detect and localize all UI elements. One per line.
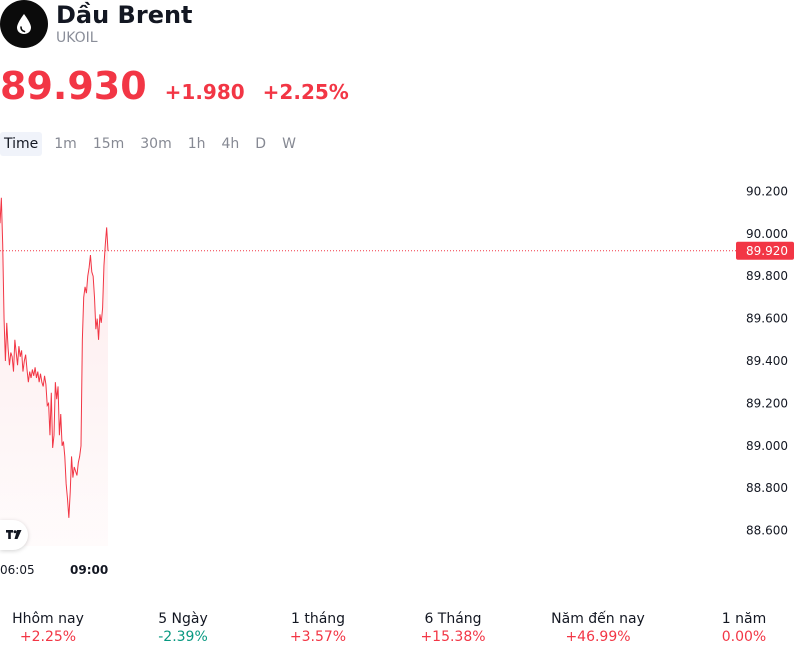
y-tick-label: 89.400 (746, 354, 788, 368)
oil-drop-icon (0, 0, 48, 48)
timeframe-w[interactable]: W (282, 136, 296, 152)
perf-label: Hhôm nay (12, 611, 84, 627)
timeframe-1m[interactable]: 1m (54, 136, 77, 152)
perf-item[interactable]: 6 Tháng +15.38% (393, 610, 513, 646)
y-tick-label: 89.800 (746, 269, 788, 283)
timeframe-d[interactable]: D (255, 136, 267, 152)
price-change-percent: +2.25% (262, 80, 349, 104)
y-tick-label: 88.600 (746, 524, 788, 538)
perf-item[interactable]: Năm đến nay +46.99% (538, 610, 658, 646)
perf-value: +2.25% (19, 629, 77, 645)
quote-row: 89.930 +1.980 +2.25% (0, 64, 349, 108)
y-tick-label: 89.000 (746, 439, 788, 453)
last-price-badge-label: 89.920 (746, 244, 788, 258)
perf-value: 0.00% (721, 629, 767, 645)
timeframe-15m[interactable]: 15m (92, 136, 125, 152)
perf-item[interactable]: Hhôm nay +2.25% (0, 610, 108, 646)
price-change: +1.980 (164, 80, 245, 104)
x-tick-label: 09:00 (70, 563, 108, 577)
perf-item[interactable]: 1 tháng +3.57% (258, 610, 378, 646)
perf-label: 1 tháng (290, 611, 346, 627)
perf-label: 1 năm (721, 611, 767, 627)
price-chart-svg[interactable]: 90.200 90.000 89.800 89.600 89.400 89.200 89.0… (0, 176, 800, 586)
perf-value: -2.39% (158, 629, 208, 645)
perf-item[interactable]: 1 năm 0.00% (684, 610, 800, 646)
price-chart[interactable]: 90.200 90.000 89.800 89.600 89.400 89.200 89.0… (0, 176, 800, 586)
y-tick-label: 90.200 (746, 184, 788, 198)
perf-value: +3.57% (289, 629, 347, 645)
perf-label: Năm đến nay (551, 611, 645, 627)
timeframe-4h[interactable]: 4h (221, 136, 240, 152)
tradingview-logo-icon[interactable] (0, 520, 28, 550)
timeframe-1h[interactable]: 1h (187, 136, 206, 152)
price-area-fill (0, 197, 108, 546)
instrument-header: Dầu Brent UKOIL (0, 0, 800, 50)
price-line (0, 197, 109, 518)
x-tick-label: 06:05 (0, 563, 35, 577)
perf-item[interactable]: 5 Ngày -2.39% (123, 610, 243, 646)
timeframe-bar: Time 1m 15m 30m 1h 4h D W (0, 132, 308, 156)
y-tick-label: 89.200 (746, 396, 788, 410)
timeframe-time[interactable]: Time (0, 132, 43, 156)
perf-value: +46.99% (565, 629, 631, 645)
instrument-name: Dầu Brent (56, 1, 193, 29)
last-price-badge (736, 241, 794, 260)
y-tick-label: 90.000 (746, 227, 788, 241)
perf-value: +15.38% (420, 629, 486, 645)
last-price: 89.930 (0, 64, 147, 108)
timeframe-30m[interactable]: 30m (140, 136, 172, 152)
y-tick-label: 89.600 (746, 312, 788, 326)
perf-label: 5 Ngày (158, 611, 208, 627)
instrument-ticker: UKOIL (56, 30, 98, 46)
y-tick-label: 88.800 (746, 481, 788, 495)
performance-strip: Hhôm nay +2.25% 5 Ngày -2.39% 1 tháng +3… (0, 610, 800, 650)
perf-label: 6 Tháng (424, 611, 482, 627)
